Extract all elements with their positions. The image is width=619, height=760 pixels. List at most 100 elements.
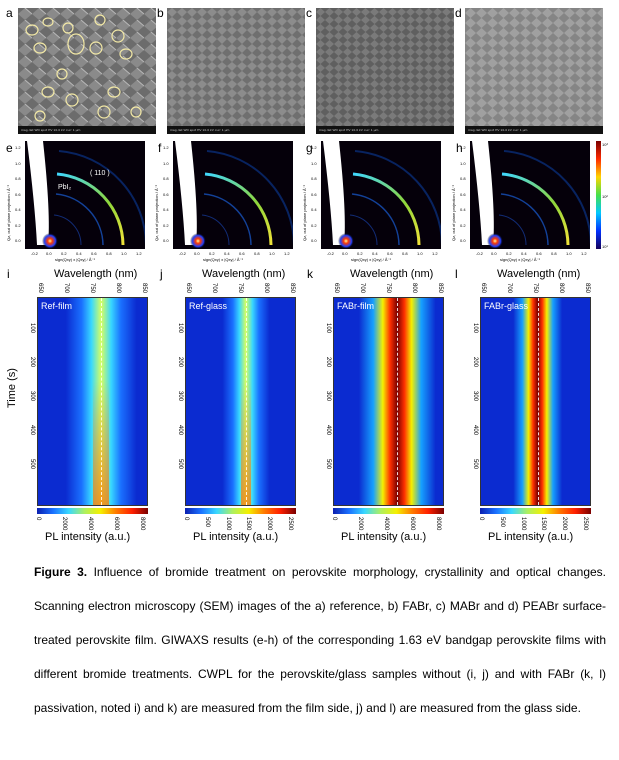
time-tick: 100 [177, 323, 183, 334]
giwaxs-xtick: 1.0 [269, 251, 275, 256]
pl-intensity-axis-title: PL intensity (a.u.) [341, 531, 427, 543]
giwaxs-pbi2-label: PbI₂ [58, 184, 72, 191]
giwaxs-xtick: 0.2 [209, 251, 215, 256]
giwaxs-ytick: 0.0 [15, 238, 21, 243]
giwaxs-ytick: 0.0 [311, 238, 317, 243]
pl-intensity-growth [93, 298, 110, 505]
giwaxs-ytick: 0.4 [163, 207, 169, 212]
giwaxs-xtick: 0.0 [342, 251, 348, 256]
giwaxs-xtick: 0.8 [551, 251, 557, 256]
giwaxs-xtick: 0.8 [106, 251, 112, 256]
giwaxs-ytick: 0.8 [311, 176, 317, 181]
wavelength-tick: 800 [263, 283, 269, 294]
giwaxs-ylabel: Qz, out of plane projection / Å⁻¹ [6, 184, 11, 241]
time-tick: 300 [29, 391, 35, 402]
giwaxs-ytick: 1.2 [460, 145, 466, 150]
giwaxs-ytick: 0.4 [311, 207, 317, 212]
giwaxs-xtick: 0.6 [387, 251, 393, 256]
wavelength-tick: 700 [63, 283, 69, 294]
pl-intensity-growth [240, 298, 252, 505]
sem-databar: mag det WD spot HV 10.0 kV curr 1 µm [167, 126, 305, 134]
giwaxs-ytick: 0.8 [163, 176, 169, 181]
time-tick: 200 [29, 357, 35, 368]
giwaxs-xlabel: sign(Qxy) x |Qxy| / Å⁻¹ [55, 257, 95, 262]
pl-colorbar-tick: 500 [498, 517, 505, 528]
pl-colorbar-tick: 500 [203, 517, 210, 528]
pl-colorbar-tick: 4000 [87, 517, 93, 531]
time-tick: 300 [177, 391, 183, 402]
giwaxs-ytick: 1.0 [460, 160, 466, 166]
pl-peak-marker [101, 298, 103, 505]
sem-databar: mag det WD spot HV 10.0 kV curr 1 µm [18, 126, 156, 134]
giwaxs-ytick: 0.8 [460, 176, 466, 181]
pl-intensity-axis-title: PL intensity (a.u.) [488, 531, 574, 543]
giwaxs-xtick: 1.2 [284, 251, 290, 256]
giwaxs-xtick: 0.2 [61, 251, 67, 256]
giwaxs-image [173, 141, 293, 249]
giwaxs-xtick: 0.8 [402, 251, 408, 256]
sem-databar: mag det WD spot HV 10.0 kV curr 1 µm [465, 126, 603, 134]
panel-label-l: l [455, 267, 458, 281]
giwaxs-colorbar [596, 141, 601, 249]
pl-colorbar-tick: 1000 [224, 517, 231, 531]
wavelength-axis-title: Wavelength (nm) [202, 268, 286, 280]
giwaxs-ytick: 1.0 [15, 160, 21, 166]
giwaxs-xtick: -0.2 [327, 251, 334, 256]
wavelength-tick: 750 [89, 283, 95, 294]
wavelength-tick: 700 [211, 283, 217, 294]
giwaxs-xtick: 0.0 [491, 251, 497, 256]
wavelength-tick: 650 [333, 283, 339, 294]
panel-label-c: c [306, 6, 312, 20]
pl-colorbar-tick: 6000 [409, 517, 415, 531]
giwaxs-ytick: 0.0 [460, 238, 466, 243]
panel-label-g: g [306, 141, 313, 155]
pl-sample-label: Ref-film [41, 301, 72, 311]
giwaxs-ytick: 0.6 [460, 191, 466, 197]
pl-colorbar-tick: 2000 [357, 517, 363, 531]
giwaxs-ytick: 0.2 [311, 222, 317, 228]
wavelength-tick: 650 [185, 283, 191, 294]
giwaxs-xtick: 0.2 [357, 251, 363, 256]
giwaxs-ytick: 1.0 [163, 160, 169, 166]
giwaxs-xtick: 0.6 [536, 251, 542, 256]
pl-colorbar-tick: 2500 [582, 517, 588, 531]
giwaxs-peak-110-label: ( 110 ) [90, 170, 110, 177]
time-tick: 200 [177, 357, 183, 368]
giwaxs-xtick: 0.0 [46, 251, 52, 256]
giwaxs-ytick: 1.2 [311, 145, 317, 150]
sem-image-fabr: mag det WD spot HV 10.0 kV curr 1 µm [167, 8, 305, 134]
pl-colorbar-tick: 1500 [540, 517, 547, 531]
pl-map-fabr-glass: FABr-glass [480, 297, 591, 506]
sem-texture [18, 8, 156, 134]
giwaxs-xtick: 0.6 [239, 251, 245, 256]
wavelength-tick: 850 [141, 283, 147, 294]
pl-peak-marker [537, 298, 539, 505]
giwaxs-image [470, 141, 590, 249]
sem-texture [316, 8, 454, 134]
giwaxs-xtick: 0.4 [76, 251, 82, 256]
giwaxs-ylabel: Qz, out of plane projection / Å⁻¹ [451, 184, 456, 241]
giwaxs-ytick: 0.2 [163, 222, 169, 228]
giwaxs-xtick: 0.2 [506, 251, 512, 256]
pl-sample-label: FABr-glass [484, 301, 529, 311]
pl-colorbar-tick: 1500 [245, 517, 252, 531]
time-tick: 100 [325, 323, 331, 334]
giwaxs-ytick: 1.0 [311, 160, 317, 166]
giwaxs-xlabel: sign(Qxy) x |Qxy| / Å⁻¹ [351, 257, 391, 262]
pl-sample-label: Ref-glass [189, 301, 228, 311]
time-axis-label: Time (s) [6, 368, 18, 408]
giwaxs-ytick: 0.2 [460, 222, 466, 228]
wavelength-tick: 850 [584, 283, 590, 294]
wavelength-tick: 700 [359, 283, 365, 294]
sem-texture [465, 8, 603, 134]
pl-map-fabr-film: FABr-film [333, 297, 444, 506]
giwaxs-ytick: 0.2 [15, 222, 21, 228]
pl-colorbar-tick: 8000 [139, 517, 145, 531]
wavelength-axis-title: Wavelength (nm) [497, 268, 581, 280]
pl-colorbar-tick: 6000 [113, 517, 119, 531]
giwaxs-xtick: 0.4 [521, 251, 527, 256]
giwaxs-xtick: 0.6 [91, 251, 97, 256]
giwaxs-ytick: 0.0 [163, 238, 169, 243]
pl-colorbar-tick: 0 [183, 517, 189, 521]
wavelength-tick: 700 [506, 283, 512, 294]
